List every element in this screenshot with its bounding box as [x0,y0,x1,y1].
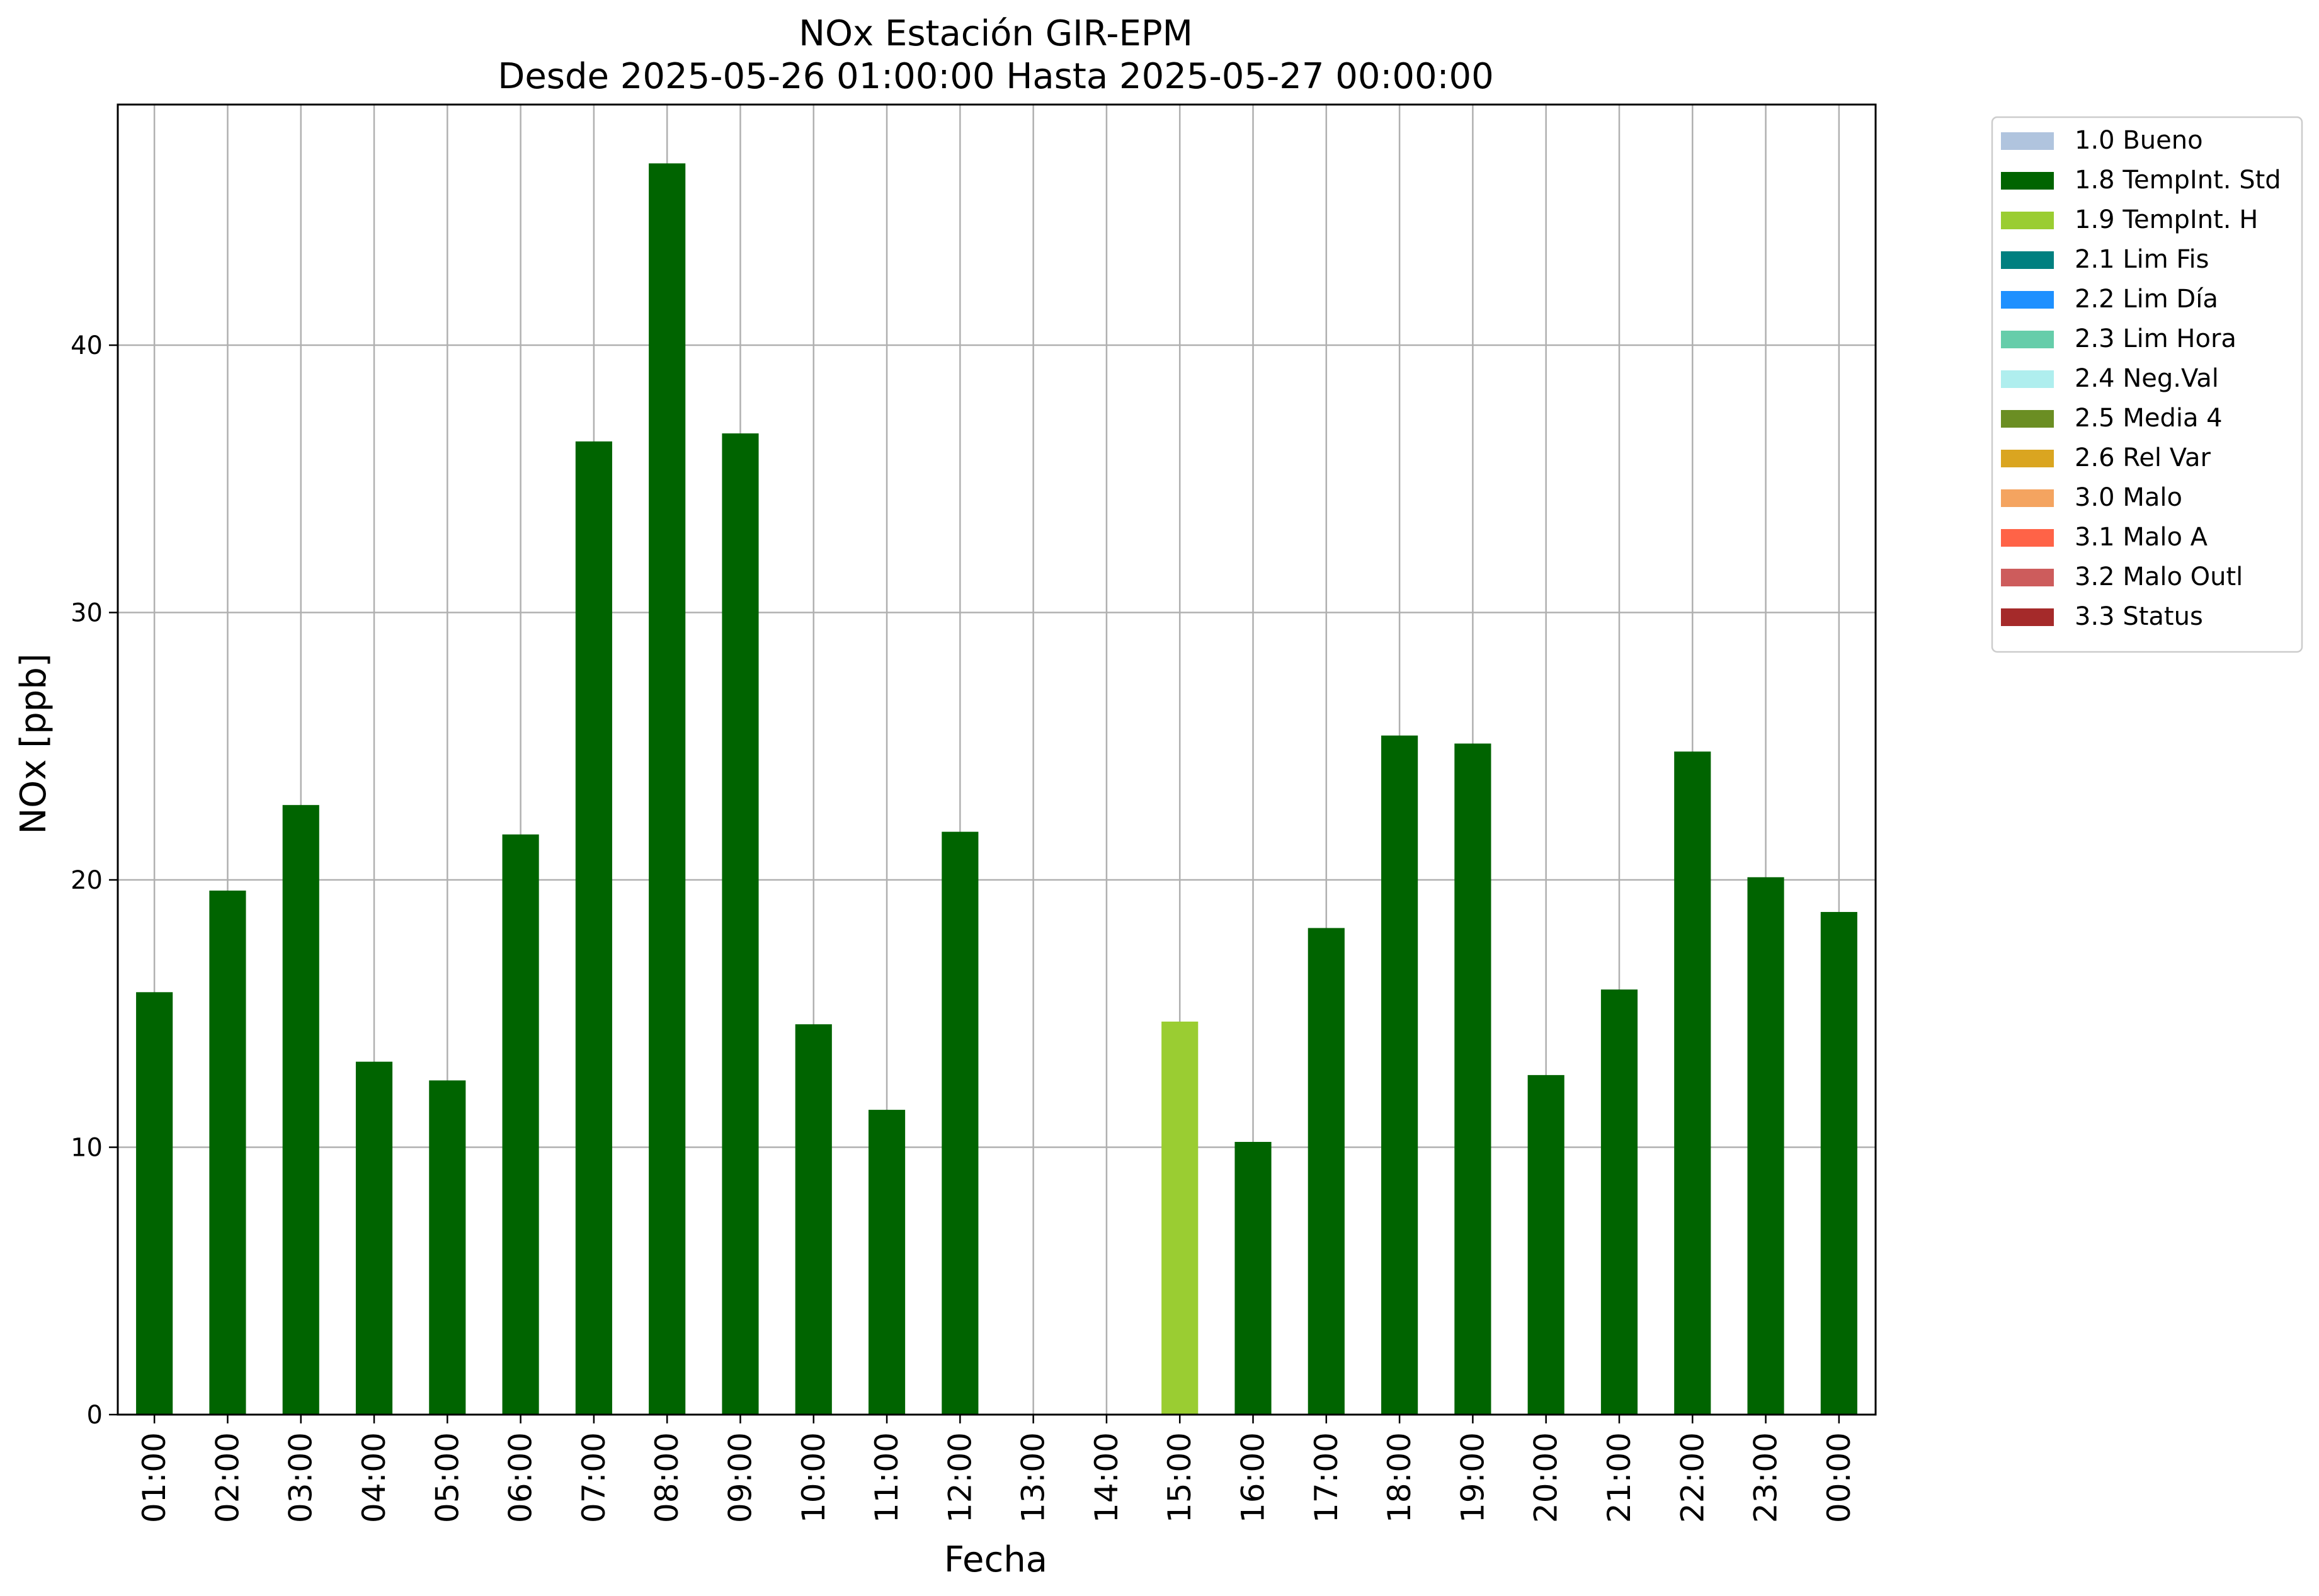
bar-1600 [1234,1142,1272,1415]
legend-swatch [2001,291,2054,309]
legend-swatch [2001,410,2054,428]
y-tick-label: 0 [87,1401,103,1430]
x-tick-label: 10:00 [795,1432,832,1523]
legend-swatch [2001,529,2054,547]
bar-1000 [795,1024,832,1415]
x-tick-label: 23:00 [1748,1432,1784,1523]
legend-swatch [2001,212,2054,229]
legend-label: 3.3 Status [2075,602,2203,631]
x-tick-label: 00:00 [1821,1432,1857,1523]
legend-label: 2.5 Media 4 [2075,404,2223,433]
bar-1700 [1308,928,1345,1415]
x-tick-label: 15:00 [1161,1432,1198,1523]
legend-swatch [2001,569,2054,586]
legend-label: 2.1 Lim Fis [2075,245,2209,274]
legend-label: 2.6 Rel Var [2075,443,2211,472]
x-tick-label: 08:00 [649,1432,685,1523]
x-ticks: 01:00 02:00 03:00 04:00 05:00 06:00 07:00 08:00… [136,1415,1857,1523]
legend-label: 2.3 Lim Hora [2075,324,2236,353]
legend-swatch [2001,370,2054,388]
x-tick-label: 17:00 [1308,1432,1345,1523]
bar-1100 [868,1110,906,1415]
bar-2200 [1674,751,1711,1415]
x-tick-label: 02:00 [209,1432,246,1523]
plot-frame [117,103,1877,1416]
y-axis-label: NOx [ppb] [13,653,54,834]
legend-swatch [2001,132,2054,150]
x-tick-label: 07:00 [576,1432,612,1523]
chart-title: NOx Estación GIR-EPM [799,13,1193,54]
x-tick-label: 19:00 [1454,1432,1491,1523]
x-tick-label: 01:00 [136,1432,173,1523]
bar-1500 [1161,1022,1199,1415]
legend-swatch [2001,450,2054,467]
legend-swatch [2001,489,2054,507]
bar-2000 [1527,1074,1564,1415]
bar-0000 [1820,911,1857,1415]
legend-label: 3.1 Malo A [2075,523,2208,552]
x-tick-label: 09:00 [722,1432,758,1523]
x-tick-label: 22:00 [1674,1432,1711,1523]
y-ticks: 0 10 20 30 40 [71,331,118,1430]
bar-0100 [136,992,173,1415]
x-tick-label: 03:00 [283,1432,319,1523]
y-tick-label: 30 [71,599,103,628]
x-tick-label: 05:00 [429,1432,465,1523]
bar-0800 [649,163,686,1415]
legend-swatch [2001,172,2054,190]
x-tick-label: 06:00 [503,1432,539,1523]
bar-2100 [1600,989,1638,1415]
legend-label: 3.0 Malo [2075,483,2182,512]
x-tick-label: 13:00 [1015,1432,1052,1523]
bar-0400 [355,1061,393,1415]
bar-1900 [1454,743,1491,1415]
bar-0700 [575,441,612,1415]
x-tick-label: 20:00 [1528,1432,1564,1523]
legend-box [1991,116,2303,653]
legend-label: 1.9 TempInt. H [2075,205,2258,234]
bar-2300 [1747,877,1784,1415]
bar-1200 [942,831,979,1415]
x-tick-label: 04:00 [356,1432,392,1523]
bar-0600 [502,834,539,1415]
y-tick-label: 20 [71,866,103,895]
legend-label: 1.8 TempInt. Std [2075,166,2281,195]
y-tick-label: 10 [71,1134,103,1163]
bar-0500 [429,1080,466,1415]
x-tick-label: 12:00 [942,1432,978,1523]
x-tick-label: 16:00 [1235,1432,1272,1523]
x-tick-label: 21:00 [1601,1432,1638,1523]
legend: 1.0 Bueno 1.8 TempInt. Std 1.9 TempInt. H 2… [1991,116,2303,653]
legend-label: 1.0 Bueno [2075,126,2203,155]
x-axis-label: Fecha [944,1539,1047,1580]
legend-swatch [2001,608,2054,626]
bars [136,163,1857,1415]
x-tick-label: 11:00 [869,1432,905,1523]
legend-swatch [2001,251,2054,269]
bar-0200 [209,891,246,1415]
legend-label: 2.4 Neg.Val [2075,364,2219,393]
y-tick-label: 40 [71,331,103,360]
bar-0300 [282,805,319,1415]
x-tick-label: 14:00 [1088,1432,1125,1523]
legend-label: 3.2 Malo Outl [2075,562,2243,591]
legend-label: 2.2 Lim Día [2075,285,2218,314]
legend-swatch [2001,331,2054,348]
bar-0900 [722,433,759,1415]
x-tick-label: 18:00 [1381,1432,1418,1523]
bar-1800 [1381,735,1418,1415]
chart-subtitle: Desde 2025-05-26 01:00:00 Hasta 2025-05-… [498,56,1494,97]
